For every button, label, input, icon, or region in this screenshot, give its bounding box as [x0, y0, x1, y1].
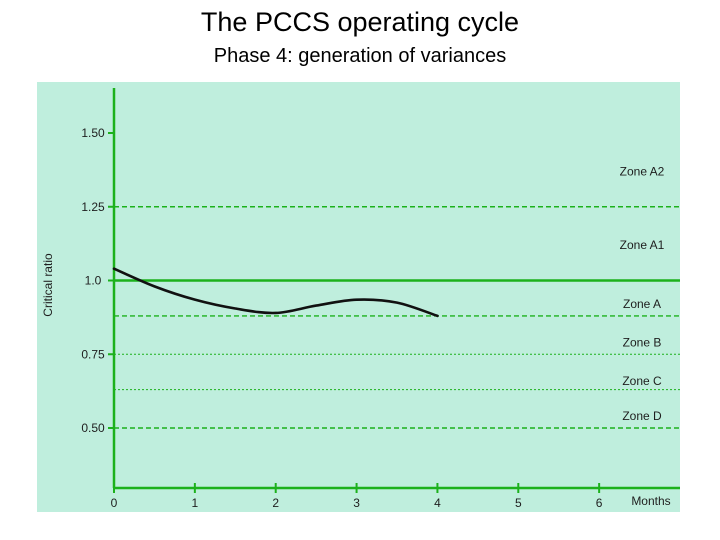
x-tick-label: 2	[272, 496, 279, 510]
y-tick-label: 0.50	[81, 421, 105, 435]
y-tick-label: 1.0	[85, 274, 102, 288]
x-tick-label: 6	[596, 496, 603, 510]
x-tick-label: 4	[434, 496, 441, 510]
page-title: The PCCS operating cycle	[200, 7, 520, 37]
x-axis-label: Months	[631, 494, 670, 508]
series-line-0	[112, 267, 439, 318]
page-subtitle: Phase 4: generation of variances	[213, 45, 507, 67]
zone-label: Zone A	[623, 297, 661, 311]
x-tick-label: 3	[353, 496, 360, 510]
zone-label: Zone A1	[620, 238, 665, 252]
zone-label: Zone B	[623, 335, 662, 349]
y-tick-label: 1.25	[81, 200, 105, 214]
zone-label: Zone A2	[620, 164, 665, 178]
y-tick-label: 1.50	[81, 126, 105, 140]
x-tick-label: 1	[192, 496, 199, 510]
y-axis-label: Critical ratio	[41, 253, 55, 317]
y-tick-label: 0.75	[81, 347, 105, 361]
zone-label: Zone D	[622, 409, 662, 423]
x-tick-label: 0	[111, 496, 118, 510]
zone-label: Zone C	[622, 374, 662, 388]
plot-background	[37, 82, 680, 512]
x-tick-label: 5	[515, 496, 522, 510]
